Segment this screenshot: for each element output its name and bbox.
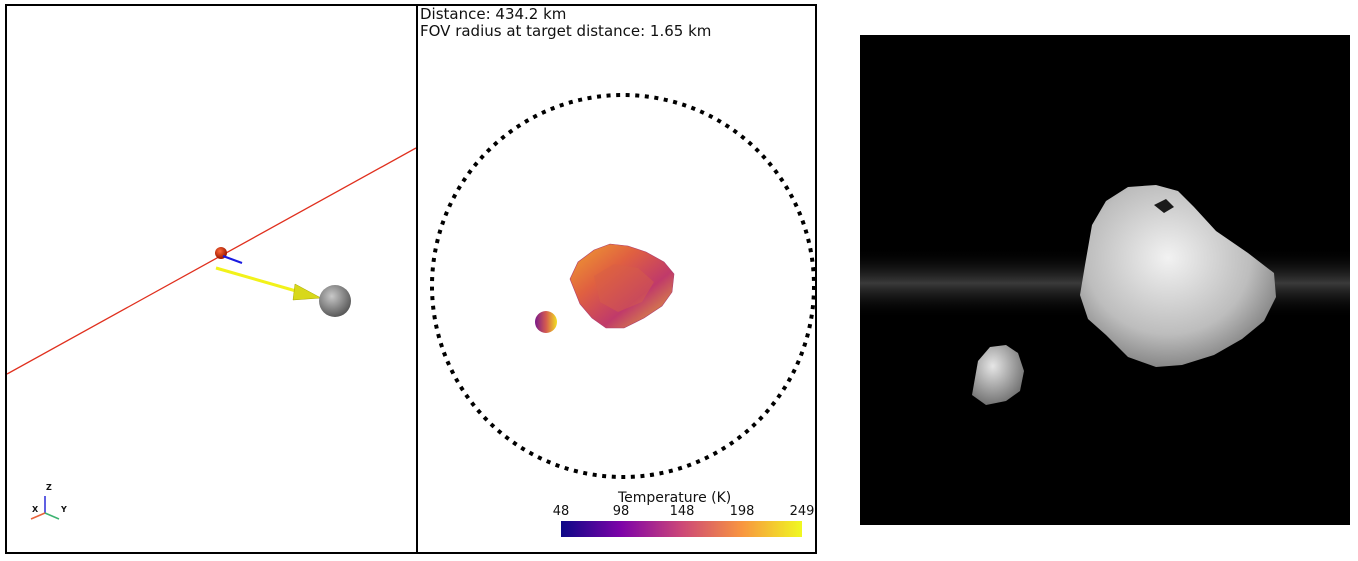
trajectory-line <box>7 147 416 375</box>
secondary-moonlet[interactable] <box>535 311 557 333</box>
fov-viewport[interactable]: Distance: 434.2 km FOV radius at target … <box>418 6 815 552</box>
asteroid-crater-shadow <box>1154 199 1174 213</box>
camera-image <box>860 35 1350 525</box>
axis-z-label: Z <box>46 483 52 492</box>
distance-readout: Distance: 434.2 km <box>420 5 567 23</box>
secondary-moonlet-photo <box>972 345 1024 405</box>
colorbar-tick-3: 148 <box>669 504 695 519</box>
colorbar-tick-4: 198 <box>729 504 755 519</box>
primary-asteroid[interactable] <box>569 243 675 329</box>
target-body-icon[interactable] <box>319 285 351 317</box>
primary-asteroid-shading <box>594 264 654 312</box>
colorbar-title: Temperature (K) <box>618 490 732 506</box>
scene-3d-canvas[interactable] <box>7 6 416 552</box>
axes-triad-icon <box>30 496 60 520</box>
spacecraft-marker-icon[interactable] <box>215 247 243 264</box>
sun-vector-arrow <box>215 266 322 301</box>
temperature-colorbar <box>561 521 802 537</box>
visualization-window: Z X Y Distance: 434.2 km FOV radius at t… <box>5 4 817 554</box>
fov-canvas[interactable] <box>418 6 815 552</box>
colorbar-tick-min: 48 <box>552 504 570 519</box>
axis-y-label: Y <box>61 505 67 514</box>
primary-asteroid-photo <box>1080 185 1276 367</box>
colorbar-tick-max: 249 <box>789 504 815 519</box>
viewport-divider <box>416 6 418 552</box>
scene-3d-viewport[interactable]: Z X Y <box>7 6 416 552</box>
axis-x-label: X <box>32 505 39 514</box>
fov-radius-readout: FOV radius at target distance: 1.65 km <box>420 22 712 40</box>
camera-image-panel <box>860 35 1350 525</box>
colorbar-tick-2: 98 <box>612 504 630 519</box>
fov-boundary-circle <box>430 93 815 479</box>
